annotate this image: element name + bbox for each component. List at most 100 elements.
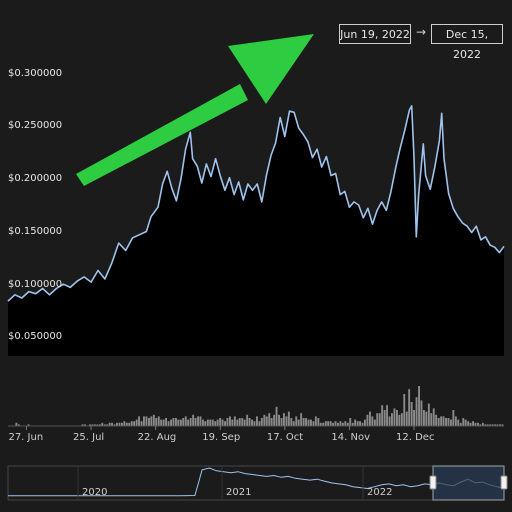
volume-bar	[393, 408, 396, 426]
volume-bar	[297, 419, 300, 426]
volume-bar	[305, 418, 307, 426]
volume-bar	[241, 418, 244, 426]
volume-bar	[290, 418, 293, 426]
volume-bar	[400, 413, 403, 426]
range-end-input[interactable]: Dec 15, 2022	[431, 24, 503, 61]
volume-bar	[427, 403, 430, 426]
volume-bar	[383, 410, 386, 426]
volume-bar	[81, 424, 84, 426]
volume-bar	[145, 416, 148, 426]
volume-bar	[256, 416, 258, 426]
volume-bar	[172, 418, 175, 426]
navigator-range-mask	[432, 465, 505, 501]
volume-bar	[477, 422, 479, 426]
volume-bar	[452, 410, 455, 426]
volume-bar	[233, 416, 236, 426]
volume-bar	[17, 424, 20, 426]
volume-bar	[143, 416, 145, 426]
volume-bar	[206, 419, 209, 426]
volume-bar	[464, 419, 467, 426]
volume-bar	[454, 416, 457, 426]
navigator-handle[interactable]	[429, 475, 437, 490]
volume-bar	[469, 422, 472, 426]
volume-bar	[138, 416, 140, 426]
volume-bar	[251, 419, 253, 426]
volume-bar	[474, 422, 477, 426]
volume-bar	[413, 410, 415, 426]
x-tick-label: 27. Jun	[8, 432, 44, 443]
trend-arrow-head	[228, 34, 314, 104]
volume-bar	[219, 418, 222, 426]
volume-bar	[435, 414, 438, 426]
range-start-input[interactable]: Jun 19, 2022	[339, 24, 411, 44]
volume-bar	[130, 421, 133, 426]
volume-bar	[192, 414, 195, 426]
volume-bar	[211, 419, 214, 426]
x-tick-label: 22. Aug	[137, 432, 177, 443]
volume-bar	[253, 421, 256, 426]
volume-bar	[410, 402, 413, 426]
volume-bar	[101, 422, 104, 426]
volume-bar	[182, 418, 185, 426]
volume-bar	[391, 413, 393, 426]
volume-bar	[177, 419, 180, 426]
volume-bar	[246, 414, 249, 426]
volume-bar	[140, 421, 143, 426]
volume-bar	[179, 419, 182, 426]
volume-bar	[98, 424, 101, 426]
volume-bar	[319, 422, 322, 426]
volume-bar	[450, 419, 452, 426]
volume-bar	[197, 416, 199, 426]
range-arrow-icon: →	[415, 25, 427, 39]
volume-bar	[15, 422, 18, 426]
volume-bar	[479, 424, 482, 426]
volume-bar	[202, 419, 204, 426]
volume-bar	[123, 421, 126, 426]
volume-bar	[209, 419, 212, 426]
volume-bar	[337, 422, 339, 426]
volume-bar	[334, 421, 337, 426]
volume-bar	[295, 416, 298, 426]
volume-bar	[287, 411, 290, 426]
volume-bar	[260, 418, 263, 426]
volume-bar	[341, 422, 344, 426]
volume-bar	[189, 418, 192, 426]
volume-bar	[108, 422, 111, 426]
volume-bar	[84, 424, 86, 426]
volume-bar	[373, 419, 376, 426]
volume-bar	[184, 416, 187, 426]
volume-bar	[359, 421, 361, 426]
volume-bar	[113, 424, 116, 426]
volume-bar	[91, 424, 94, 426]
navigator-handle[interactable]	[500, 475, 508, 490]
volume-bar	[280, 418, 283, 426]
y-tick-label: $0.250000	[8, 120, 63, 132]
volume-bar	[366, 414, 369, 426]
x-tick-label: 25. Jul	[73, 432, 105, 443]
volume-bar	[216, 419, 219, 426]
volume-bar	[292, 421, 295, 426]
volume-bar	[248, 418, 251, 426]
volume-bar	[327, 421, 330, 426]
volume-bar	[221, 419, 224, 426]
volume-bar	[204, 421, 207, 426]
volume-bar	[162, 419, 165, 426]
volume-bar	[283, 413, 285, 426]
volume-bar	[103, 424, 106, 426]
volume-bar	[408, 389, 411, 426]
y-tick-label: $0.200000	[8, 173, 63, 185]
volume-bar	[121, 422, 123, 426]
volume-bar	[285, 416, 288, 426]
volume-bar	[152, 414, 155, 426]
y-tick-label: $0.100000	[8, 278, 63, 290]
volume-bar	[364, 419, 366, 426]
volume-bar	[356, 421, 359, 426]
volume-bar	[467, 421, 470, 426]
volume-bar	[263, 414, 266, 426]
volume-bar	[268, 413, 271, 426]
volume-bar	[317, 418, 320, 426]
volume-bar	[376, 413, 379, 426]
volume-bar	[116, 422, 118, 426]
volume-bar	[418, 386, 420, 426]
volume-bar	[155, 418, 158, 426]
